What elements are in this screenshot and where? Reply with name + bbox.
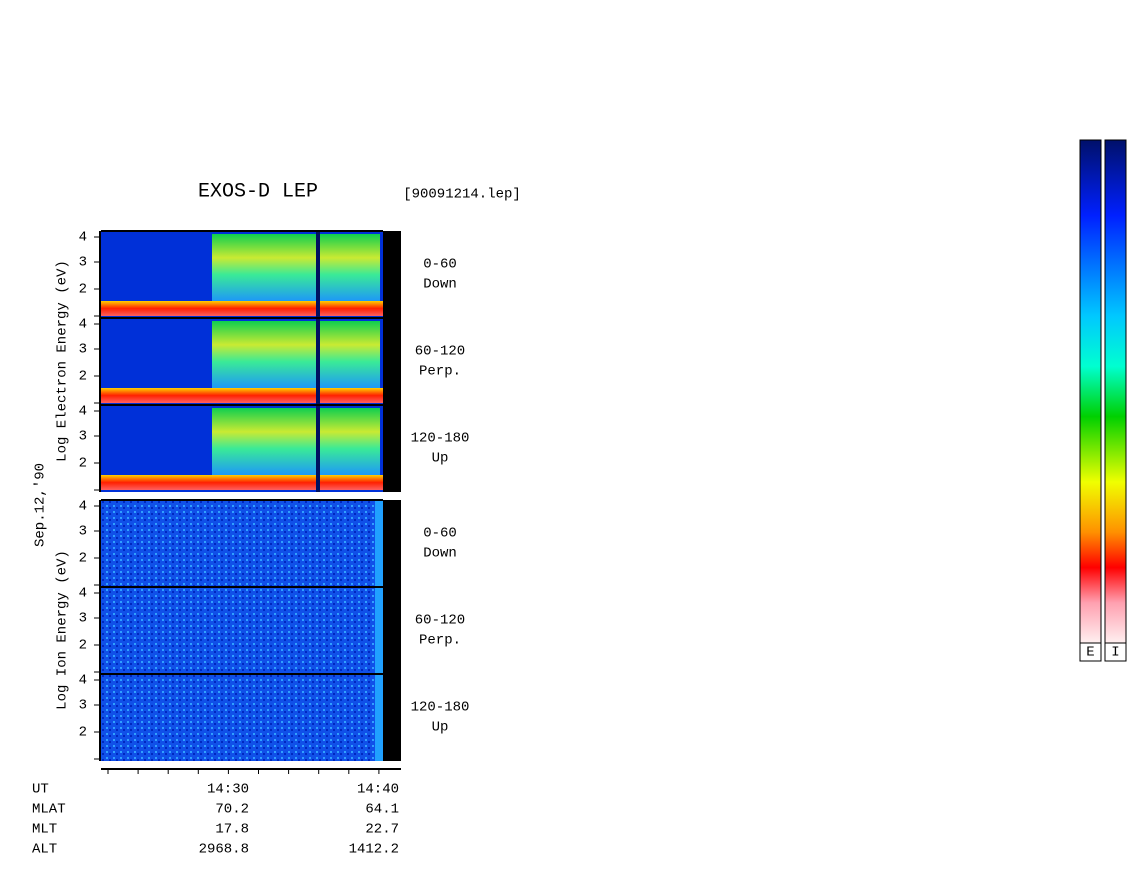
y-tick-label: 2 xyxy=(79,282,87,298)
y-tick-label: 2 xyxy=(79,369,87,385)
colorbar-label-box xyxy=(1104,642,1127,662)
direction-label: Perp. xyxy=(419,364,461,380)
y-tick-label: 2 xyxy=(79,638,87,654)
direction-label: Up xyxy=(432,451,449,467)
spectrogram-feature xyxy=(316,405,320,492)
spectrogram-feature xyxy=(316,231,320,318)
spectrogram-feature xyxy=(212,234,380,302)
direction-label: Down xyxy=(423,277,457,293)
angle-label: 0-60 xyxy=(423,257,457,273)
y-tick-label: 3 xyxy=(79,255,87,271)
row-label: ALT xyxy=(32,842,57,858)
direction-label: Perp. xyxy=(419,633,461,649)
spectrogram-feature xyxy=(101,388,383,403)
data-gap xyxy=(383,674,401,761)
data-gap xyxy=(383,500,401,587)
spectrogram-bg xyxy=(101,500,383,587)
direction-label: Up xyxy=(432,720,449,736)
angle-label: 0-60 xyxy=(423,526,457,542)
spectrogram-feature xyxy=(212,408,380,476)
row-value: 70.2 xyxy=(215,802,249,818)
y-tick-label: 3 xyxy=(79,429,87,445)
row-label: UT xyxy=(32,782,49,798)
colorbar xyxy=(1104,139,1127,644)
y-tick-label: 4 xyxy=(79,673,87,689)
spectrogram-bg xyxy=(101,674,383,761)
row-value: 14:40 xyxy=(357,782,399,798)
angle-label: 120-180 xyxy=(411,431,470,447)
spectrogram-bg xyxy=(101,587,383,674)
y-tick-label: 4 xyxy=(79,230,87,246)
y-tick-label: 4 xyxy=(79,586,87,602)
spectrogram-feature xyxy=(101,301,383,316)
angle-label: 60-120 xyxy=(415,613,465,629)
row-value: 2968.8 xyxy=(199,842,249,858)
row-label: MLT xyxy=(32,822,57,838)
spectrogram-feature xyxy=(316,318,320,405)
row-value: 64.1 xyxy=(365,802,399,818)
spectrogram-feature xyxy=(101,475,383,490)
y-tick-label: 2 xyxy=(79,551,87,567)
y-tick-label: 3 xyxy=(79,698,87,714)
colorbar xyxy=(1079,139,1102,644)
data-gap xyxy=(383,231,401,318)
y-tick-label: 3 xyxy=(79,524,87,540)
y-tick-label: 4 xyxy=(79,499,87,515)
row-value: 1412.2 xyxy=(349,842,399,858)
angle-label: 60-120 xyxy=(415,344,465,360)
title: EXOS-D LEP xyxy=(198,180,318,203)
y-tick-label: 4 xyxy=(79,404,87,420)
direction-label: Down xyxy=(423,546,457,562)
spectrogram-feature xyxy=(375,587,383,674)
y-tick-label: 3 xyxy=(79,611,87,627)
colorbar-label-box xyxy=(1079,642,1102,662)
file-name: [90091214.lep] xyxy=(403,187,521,203)
data-gap xyxy=(383,318,401,405)
row-label: MLAT xyxy=(32,802,66,818)
row-value: 22.7 xyxy=(365,822,399,838)
spectrogram-feature xyxy=(375,674,383,761)
date-label: Sep.12,'90 xyxy=(33,463,49,547)
data-gap xyxy=(383,587,401,674)
y-tick-label: 2 xyxy=(79,456,87,472)
y-tick-label: 2 xyxy=(79,725,87,741)
row-value: 14:30 xyxy=(207,782,249,798)
y-axis-label: Log Ion Energy (eV) xyxy=(55,550,71,710)
angle-label: 120-180 xyxy=(411,700,470,716)
colorbar-label: I xyxy=(1111,645,1119,661)
y-tick-label: 4 xyxy=(79,317,87,333)
spectrogram-feature xyxy=(375,500,383,587)
data-gap xyxy=(383,405,401,492)
spectrogram-feature xyxy=(212,321,380,389)
row-value: 17.8 xyxy=(215,822,249,838)
y-tick-label: 3 xyxy=(79,342,87,358)
colorbar-label: E xyxy=(1086,645,1094,661)
y-axis-label: Log Electron Energy (eV) xyxy=(55,260,71,462)
